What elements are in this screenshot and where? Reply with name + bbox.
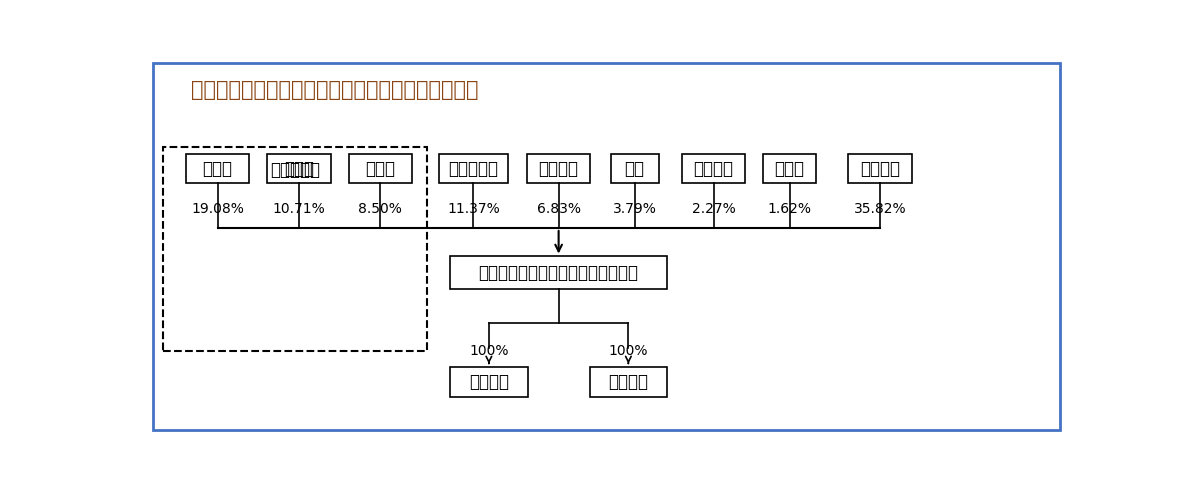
FancyBboxPatch shape	[610, 154, 659, 183]
Text: 2.27%: 2.27%	[692, 202, 736, 216]
Text: 京津冀基金: 京津冀基金	[448, 160, 498, 178]
FancyBboxPatch shape	[439, 154, 509, 183]
Text: 方正投资: 方正投资	[693, 160, 733, 178]
Text: 穆吉峰: 穆吉峰	[284, 160, 313, 178]
Text: 11.37%: 11.37%	[447, 202, 499, 216]
Text: 截至本招股说明书签署日，发行人的股权结构如下：: 截至本招股说明书签署日，发行人的股权结构如下：	[190, 80, 478, 100]
Text: 赵勇: 赵勇	[625, 160, 645, 178]
Text: 湾区产投: 湾区产投	[538, 160, 578, 178]
Text: 19.08%: 19.08%	[192, 202, 244, 216]
Text: 耿建华: 耿建华	[366, 160, 395, 178]
FancyBboxPatch shape	[349, 154, 412, 183]
FancyBboxPatch shape	[163, 147, 427, 351]
FancyBboxPatch shape	[848, 154, 912, 183]
Text: 李志刚: 李志刚	[775, 160, 804, 178]
Text: 3.79%: 3.79%	[613, 202, 657, 216]
FancyBboxPatch shape	[267, 154, 331, 183]
Text: 其他股东: 其他股东	[860, 160, 900, 178]
Text: 深圳纳科: 深圳纳科	[608, 373, 648, 391]
Text: 付建新: 付建新	[202, 160, 233, 178]
Text: 10.71%: 10.71%	[272, 202, 325, 216]
Text: 6.83%: 6.83%	[537, 202, 581, 216]
Text: 邢台纳科诺尔精轧科技股份有限公司: 邢台纳科诺尔精轧科技股份有限公司	[479, 264, 639, 282]
FancyBboxPatch shape	[526, 154, 590, 183]
Text: 8.50%: 8.50%	[358, 202, 402, 216]
FancyBboxPatch shape	[186, 154, 250, 183]
FancyBboxPatch shape	[763, 154, 816, 183]
Text: 35.82%: 35.82%	[854, 202, 906, 216]
FancyBboxPatch shape	[450, 257, 667, 289]
FancyBboxPatch shape	[589, 366, 667, 397]
Text: 1.62%: 1.62%	[768, 202, 812, 216]
FancyBboxPatch shape	[450, 366, 528, 397]
Text: 常州纳科: 常州纳科	[468, 373, 509, 391]
Text: 100%: 100%	[608, 344, 648, 358]
FancyBboxPatch shape	[153, 63, 1060, 430]
Text: 一致行动人: 一致行动人	[270, 161, 321, 179]
Text: 100%: 100%	[470, 344, 509, 358]
FancyBboxPatch shape	[681, 154, 745, 183]
